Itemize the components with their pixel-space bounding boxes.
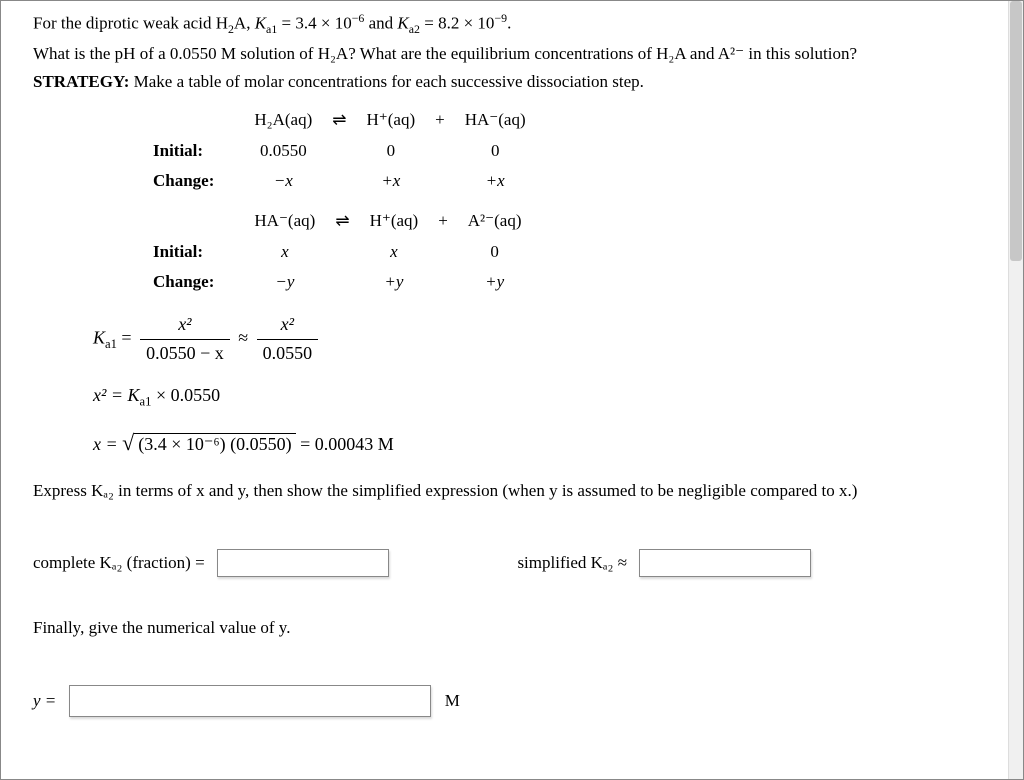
ice1-change-row: Change: −x +x +x (143, 166, 536, 196)
ka2-exp: −9 (494, 11, 507, 25)
ice-table-1: H₂A(aq) ⇌ H⁺(aq) + HA⁻(aq) Initial: 0.05… (143, 105, 991, 196)
ka1-sub: a1 (105, 337, 117, 351)
ka1-sym: K (93, 328, 105, 348)
equilibrium-arrow: ⇌ (322, 105, 356, 135)
denominator: 0.0550 (257, 340, 319, 368)
x-equals: x = (93, 434, 122, 454)
cell: +y (360, 267, 429, 297)
cell: A²⁻(aq) (458, 206, 532, 236)
radicand: (3.4 × 10⁻⁶) (0.0550) (134, 433, 295, 454)
fraction-1: x² 0.0550 − x (140, 311, 230, 368)
complete-ka2-input[interactable] (217, 549, 389, 577)
problem-page: For the diprotic weak acid H2A, Ka1 = 3.… (0, 0, 1024, 780)
cell: H₂A(aq) (244, 105, 322, 135)
sqrt-sign: √ (122, 430, 134, 455)
and: and (364, 14, 397, 33)
change-label: Change: (143, 166, 244, 196)
initial-label: Initial: (143, 237, 244, 267)
scrollbar-track[interactable] (1008, 1, 1023, 779)
initial-label: Initial: (143, 136, 244, 166)
eq-x-squared: x² = Ka1 × 0.0550 (93, 382, 991, 412)
y-answer-row: y = M (33, 685, 991, 717)
cell: 0 (357, 136, 426, 166)
y-label: y = (33, 688, 56, 714)
ka2-sym: K (397, 14, 408, 33)
fraction-2: x² 0.0550 (257, 311, 319, 368)
text: × 0.0550 (151, 385, 220, 405)
simplified-ka2-input[interactable] (639, 549, 811, 577)
text: For the diprotic weak acid H (33, 14, 228, 33)
y-input[interactable] (69, 685, 431, 717)
cell: H⁺(aq) (360, 206, 429, 236)
ka1-val: = 3.4 × 10 (277, 14, 351, 33)
ice-table-2: HA⁻(aq) ⇌ H⁺(aq) + A²⁻(aq) Initial: x x … (143, 206, 991, 297)
approx: ≈ (238, 328, 252, 348)
ka2-answer-row: complete Kₐ₂ (fraction) = simplified Kₐ₂… (33, 549, 991, 577)
ka2-val: = 8.2 × 10 (420, 14, 494, 33)
ice1-initial-row: Initial: 0.0550 0 0 (143, 136, 536, 166)
complete-ka2-label: complete Kₐ₂ (fraction) = (33, 550, 205, 576)
scrollbar-thumb[interactable] (1010, 1, 1022, 261)
eq-ka1-fraction: Ka1 = x² 0.0550 − x ≈ x² 0.0550 (93, 311, 991, 368)
cell: HA⁻(aq) (455, 105, 536, 135)
cell: HA⁻(aq) (244, 206, 325, 236)
strategy-text: Make a table of molar concentrations for… (129, 72, 644, 91)
cell: +y (458, 267, 532, 297)
intro-line-1: For the diprotic weak acid H2A, Ka1 = 3.… (33, 9, 991, 39)
cell: 0 (455, 136, 536, 166)
cell: +x (455, 166, 536, 196)
strategy-line: STRATEGY: Make a table of molar concentr… (33, 69, 991, 95)
numerator: x² (257, 311, 319, 340)
ka1-sub: a1 (266, 22, 277, 36)
ka1-exp: −6 (352, 11, 365, 25)
ka2-sub: a2 (409, 22, 420, 36)
equals: = (117, 328, 136, 348)
y-unit: M (445, 688, 460, 714)
ka1-sym: K (255, 14, 266, 33)
cell: x (360, 237, 429, 267)
content-area: For the diprotic weak acid H2A, Ka1 = 3.… (1, 1, 1023, 735)
simplified-ka2-label: simplified Kₐ₂ ≈ (517, 550, 627, 576)
numerator: x² (140, 311, 230, 340)
result: = 0.00043 M (296, 434, 394, 454)
change-label: Change: (143, 267, 244, 297)
cell: 0 (458, 237, 532, 267)
strategy-label: STRATEGY: (33, 72, 129, 91)
cell: +x (357, 166, 426, 196)
instruction-ka2: Express Kₐ₂ in terms of x and y, then sh… (33, 478, 991, 504)
cell: H⁺(aq) (357, 105, 426, 135)
ice2-initial-row: Initial: x x 0 (143, 237, 532, 267)
cell: + (428, 206, 458, 236)
equilibrium-arrow: ⇌ (325, 206, 359, 236)
cell: −y (244, 267, 325, 297)
cell: + (425, 105, 455, 135)
sub: a1 (140, 395, 152, 409)
cell: x (244, 237, 325, 267)
ice2-change-row: Change: −y +y +y (143, 267, 532, 297)
ice1-header-row: H₂A(aq) ⇌ H⁺(aq) + HA⁻(aq) (143, 105, 536, 135)
text: A, (234, 14, 255, 33)
cell: 0.0550 (244, 136, 322, 166)
instruction-y: Finally, give the numerical value of y. (33, 615, 991, 641)
intro-line-2: What is the pH of a 0.0550 M solution of… (33, 41, 991, 67)
denominator: 0.0550 − x (140, 340, 230, 368)
eq-x-sqrt: x = √(3.4 × 10⁻⁶) (0.0550) = 0.00043 M (93, 426, 991, 460)
cell: −x (244, 166, 322, 196)
ice2-header-row: HA⁻(aq) ⇌ H⁺(aq) + A²⁻(aq) (143, 206, 532, 236)
text: x² = K (93, 385, 140, 405)
